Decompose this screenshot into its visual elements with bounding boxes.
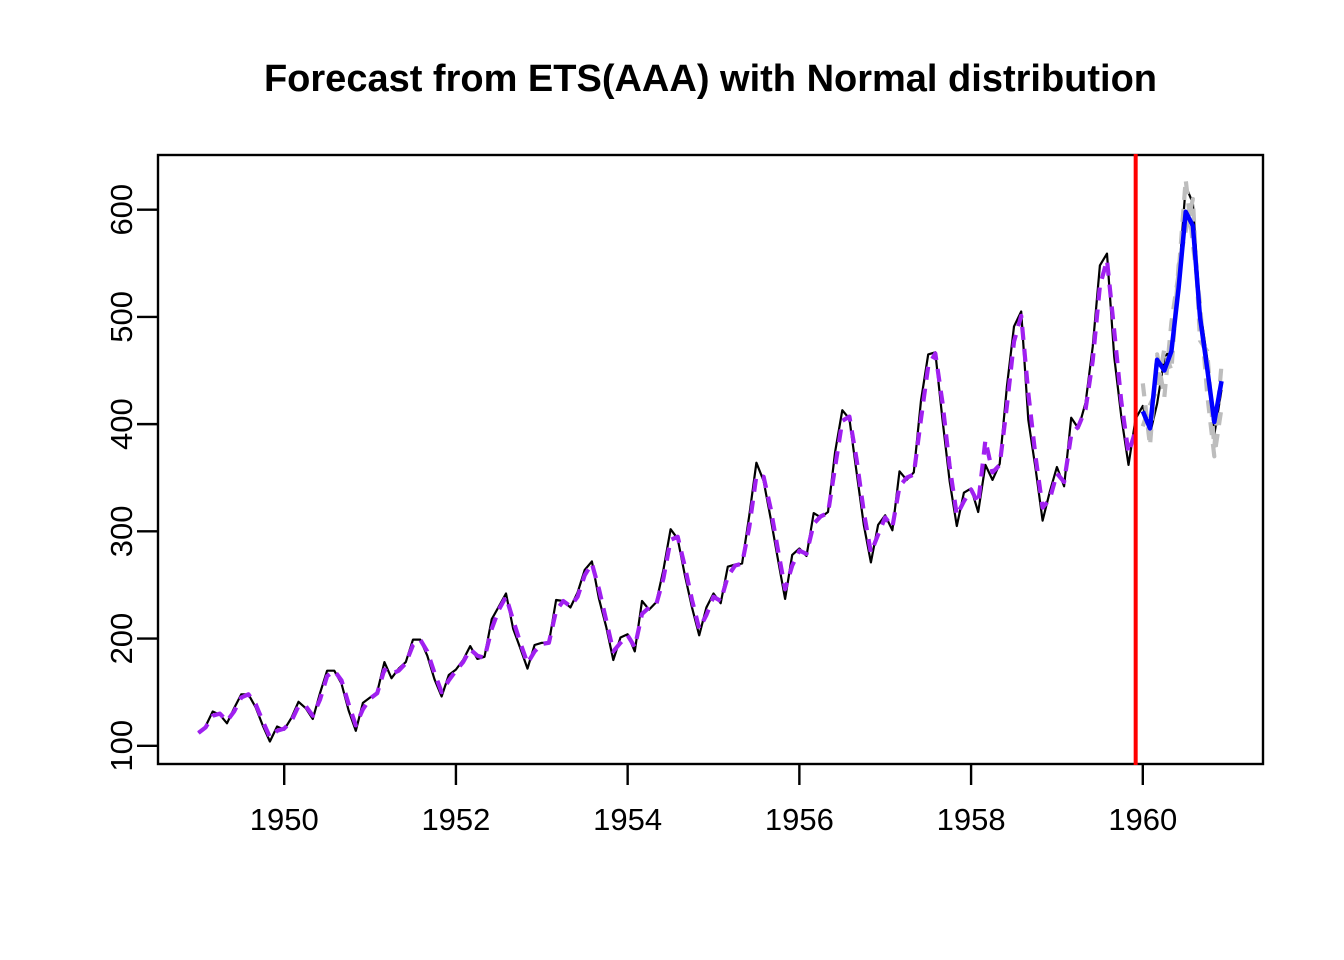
y-axis-tick-label: 400 [104,398,139,450]
plot-box [156,153,1265,766]
y-axis-tick-label: 300 [104,505,139,557]
fitted-values-line [197,258,1138,740]
y-axis-tick-label: 500 [104,291,139,343]
forecast-mean-line [1140,209,1224,431]
y-axis-tick-label: 600 [104,184,139,236]
chart-title: Forecast from ETS(AAA) with Normal distr… [263,58,1158,100]
x-axis-tick-label: 1958 [937,802,1006,837]
x-axis-tick-label: 1952 [421,802,490,837]
x-axis-tick-label: 1950 [250,802,319,837]
x-axis-tick-label: 1960 [1108,802,1177,837]
x-axis-tick-label: 1954 [593,802,662,837]
y-axis-tick-label: 100 [104,720,139,772]
y-axis-tick-label: 200 [104,613,139,665]
x-axis-tick-label: 1956 [765,802,834,837]
